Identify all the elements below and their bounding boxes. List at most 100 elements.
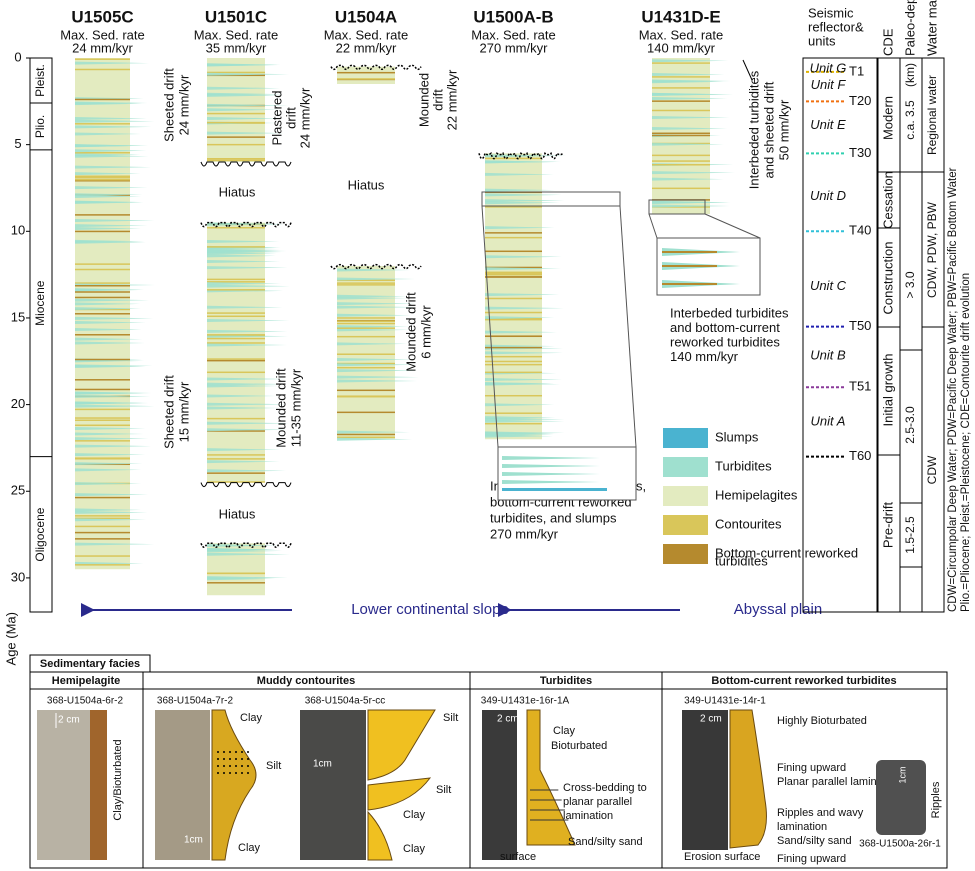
tick-label: 20 [11, 396, 25, 411]
turbidite-wedge [502, 472, 600, 476]
turbidite-wedge [502, 456, 600, 460]
turbidite-wedge [75, 482, 142, 486]
reworked-bed [75, 230, 130, 233]
legend-swatch [663, 428, 708, 448]
silt-dot [223, 758, 225, 760]
turbidite-wedge [75, 186, 148, 190]
label: Mounded [416, 73, 431, 127]
reworked-bed [337, 411, 395, 414]
label: turbidites, and slumps [490, 510, 617, 525]
contourite-bed [337, 335, 395, 338]
label: 368-U1504a-7r-2 [157, 696, 234, 707]
label: reflector& [808, 19, 864, 34]
turbidite-wedge [652, 116, 730, 120]
core-photo [482, 710, 517, 860]
turbidite-wedge [337, 437, 413, 441]
turbidite-wedge [75, 298, 150, 302]
turbidite-wedge [75, 364, 153, 368]
inset-leader [481, 205, 499, 448]
label: 50 mm/kyr [776, 99, 791, 160]
silt-dot [223, 751, 225, 753]
contourite-bed [75, 525, 130, 528]
turbidite-wedge [75, 61, 149, 65]
label: Unit F [811, 77, 847, 92]
contourite-bed [75, 68, 130, 71]
label: Unit C [810, 278, 847, 293]
label: Clay/Bioturbated [112, 739, 124, 820]
turbidite-wedge [652, 126, 728, 130]
turbidite-wedge [207, 86, 280, 90]
label: CDW=Circumpolar Deep Water; PDW=Pacific … [947, 167, 959, 612]
silt-dot [235, 751, 237, 753]
label: Mounded drift [273, 368, 288, 448]
label: Fining upward [777, 762, 846, 774]
turbidite-wedge [207, 552, 290, 556]
contourite-bed [337, 282, 395, 284]
turbidite-wedge [207, 421, 290, 425]
turbidite-wedge [485, 419, 565, 423]
turbidite-wedge [75, 432, 144, 436]
contourite-bed [207, 289, 265, 291]
site-rate: Max. Sed. rate [194, 27, 279, 42]
reworked-bed [75, 214, 130, 216]
tick-label: 30 [11, 569, 25, 584]
panel-title: Sedimentary facies [40, 658, 140, 670]
inset-box [648, 199, 706, 215]
label: Unit D [810, 188, 846, 203]
turbidite-wedge [75, 288, 144, 292]
label: Interbeded turbidites [746, 70, 761, 189]
contourite-bed [485, 412, 542, 414]
contourite-bed [652, 109, 710, 112]
reworked-bed [207, 472, 265, 474]
contourite-bed [207, 281, 265, 283]
reworked-bed [207, 136, 265, 138]
legend-swatch [663, 515, 708, 535]
turbidite-wedge [207, 448, 281, 452]
contourite-bed [652, 206, 710, 208]
turbidite-wedge [207, 108, 279, 112]
label: 15 mm/kyr [176, 381, 191, 442]
contourite-bed [207, 454, 265, 456]
reworked-bed [337, 71, 395, 74]
reworked-bed [75, 538, 130, 540]
turbidite-wedge [485, 267, 561, 271]
label: Abyssal plain [734, 601, 822, 618]
label: 1cm [313, 759, 332, 770]
label: surface [500, 851, 536, 863]
turbidite-wedge [75, 542, 155, 546]
label: Interbeded turbidites [670, 305, 789, 320]
turbidite-wedge [207, 384, 279, 388]
contourite-bed [207, 112, 265, 115]
turbidite-wedge [652, 79, 731, 83]
turbidite-wedge [502, 464, 600, 468]
label: drift [430, 89, 445, 111]
label: T40 [849, 223, 871, 238]
reworked-bed [207, 582, 265, 584]
contourite-bed [75, 152, 130, 154]
label: T60 [849, 448, 871, 463]
column-box [921, 57, 945, 613]
silt-dot [217, 772, 219, 774]
axis-title: Age (Ma) [3, 612, 18, 665]
contourite-bed [75, 263, 130, 265]
turbidite-wedge [652, 59, 729, 63]
label: lamination [563, 810, 613, 822]
tick-label: 25 [11, 483, 25, 498]
reworked-bed [207, 74, 265, 77]
turbidite-wedge [207, 239, 280, 243]
contourite-bed [485, 297, 542, 300]
turbidite-wedge [75, 172, 141, 176]
reworked-bed [652, 100, 710, 102]
contourite-bed [75, 179, 130, 181]
label: Clay [403, 843, 426, 855]
contourite-bed [337, 395, 395, 397]
turbidite-wedge [485, 316, 555, 320]
label: 270 mm/kyr [490, 526, 559, 541]
contourite-bed [652, 87, 710, 89]
turbidite-wedge [337, 296, 408, 300]
label: turbidites [715, 553, 768, 568]
reworked-bed [75, 180, 130, 182]
contourite-bed [207, 159, 265, 162]
label: Erosion surface [684, 851, 760, 863]
reworked-bed [652, 134, 710, 137]
